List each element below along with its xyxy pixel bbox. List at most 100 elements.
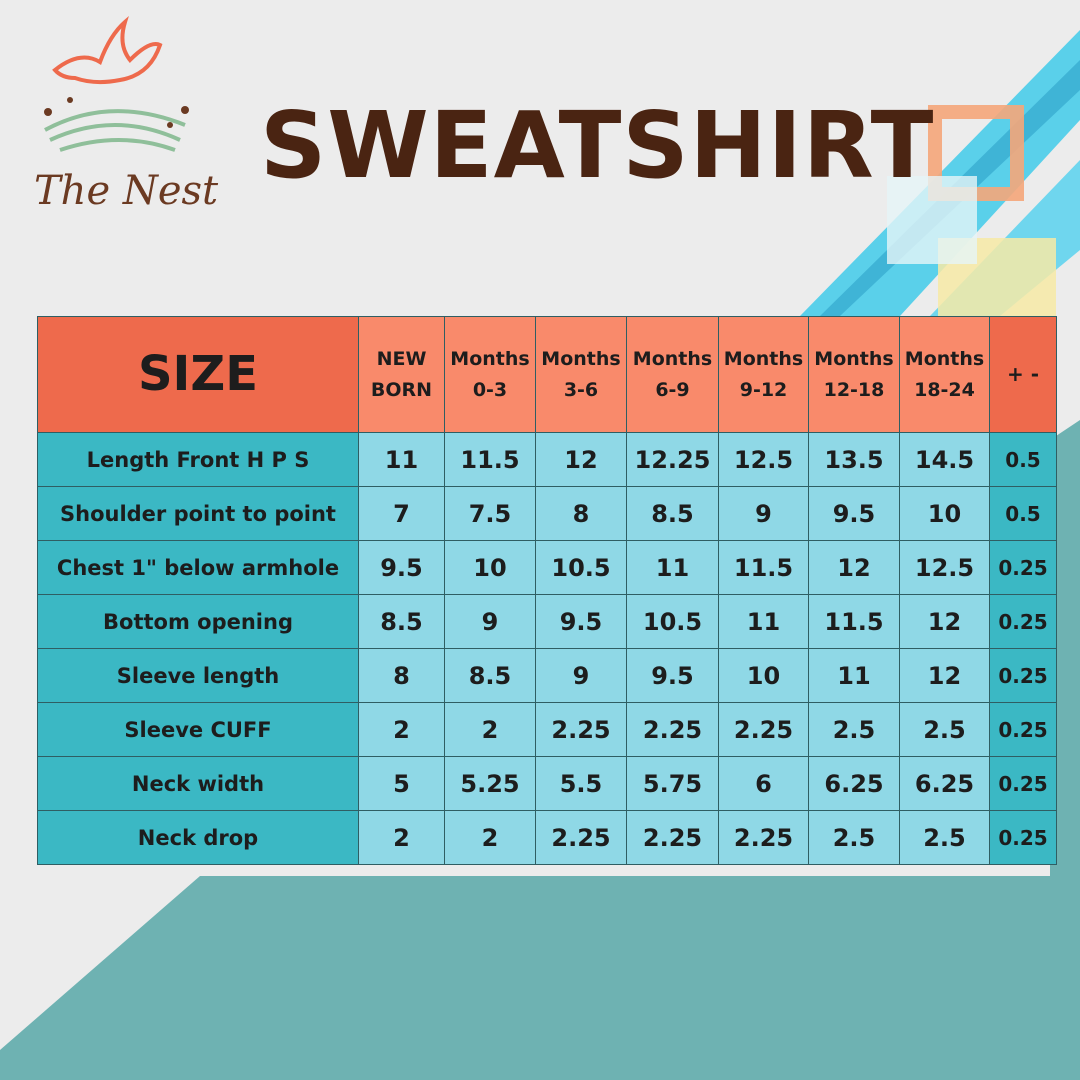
value-cell: 9 [718,486,809,541]
value-cell: 12.5 [899,540,990,595]
value-cell: 5.25 [444,756,536,811]
size-header: Months 6-9 [626,316,719,433]
size-header-line: Months [904,347,985,370]
value-cell: 2.25 [718,810,809,865]
value-cell: 2.25 [626,810,719,865]
tolerance-cell: 0.5 [989,486,1057,541]
value-cell: 11 [358,432,445,487]
value-cell: 5.75 [626,756,719,811]
value-cell: 2.25 [535,810,627,865]
value-cell: 9.5 [626,648,719,703]
size-header: Months 18-24 [899,316,990,433]
row-label: Sleeve CUFF [37,702,359,757]
value-cell: 9 [535,648,627,703]
value-cell: 10 [899,486,990,541]
value-cell: 2 [444,810,536,865]
tolerance-cell: 0.25 [989,810,1057,865]
value-cell: 2 [358,702,445,757]
teal-area [0,420,1080,1080]
value-cell: 2.5 [899,810,990,865]
value-cell: 2.5 [808,702,900,757]
table-row: Length Front H P S 11 11.5 12 12.25 12.5 13.5 1… [37,432,1057,487]
size-header-line: Months [723,347,804,370]
value-cell: 6.25 [899,756,990,811]
header-row: SIZE NEW BORN Months 0-3 Months 3-6 Months 6-9 M… [37,316,1057,433]
size-header: NEW BORN [358,316,445,433]
value-cell: 7 [358,486,445,541]
value-cell: 10 [718,648,809,703]
table-row: Bottom opening 8.5 9 9.5 10.5 11 11.5 12 0.25 [37,594,1057,649]
tolerance-cell: 0.25 [989,648,1057,703]
table-body: Length Front H P S 11 11.5 12 12.25 12.5 13.5 1… [37,432,1057,865]
tolerance-cell: 0.25 [989,756,1057,811]
table-row: Sleeve length 8 8.5 9 9.5 10 11 12 0.25 [37,648,1057,703]
size-header-line: 12-18 [823,378,885,401]
value-cell: 10.5 [535,540,627,595]
size-header-line: 0-3 [472,378,508,401]
title: SWEATSHIRT [260,92,935,199]
table-row: Neck width 5 5.25 5.5 5.75 6 6.25 6.25 0.25 [37,756,1057,811]
value-cell: 8.5 [358,594,445,649]
value-cell: 8.5 [626,486,719,541]
value-cell: 2.25 [535,702,627,757]
row-label: Bottom opening [37,594,359,649]
value-cell: 12 [808,540,900,595]
value-cell: 12.5 [718,432,809,487]
row-label: Chest 1" below armhole [37,540,359,595]
value-cell: 12 [899,648,990,703]
value-cell: 11 [626,540,719,595]
value-cell: 6.25 [808,756,900,811]
size-header: Months 0-3 [444,316,536,433]
value-cell: 2 [444,702,536,757]
size-header: Months 12-18 [808,316,900,433]
value-cell: 7.5 [444,486,536,541]
size-header-line: Months [632,347,713,370]
value-cell: 5.5 [535,756,627,811]
row-label: Neck width [37,756,359,811]
tolerance-cell: 0.25 [989,594,1057,649]
value-cell: 9.5 [808,486,900,541]
value-cell: 2.5 [808,810,900,865]
value-cell: 8.5 [444,648,536,703]
value-cell: 11 [718,594,809,649]
value-cell: 10 [444,540,536,595]
table-row: Sleeve CUFF 2 2 2.25 2.25 2.25 2.5 2.5 0.25 [37,702,1057,757]
size-header-line: 3-6 [563,378,599,401]
value-cell: 9.5 [535,594,627,649]
row-label: Length Front H P S [37,432,359,487]
tolerance-header: + - [989,316,1057,433]
value-cell: 8 [358,648,445,703]
value-cell: 11.5 [444,432,536,487]
row-label: Sleeve length [37,648,359,703]
value-cell: 9.5 [358,540,445,595]
value-cell: 6 [718,756,809,811]
value-cell: 2.25 [626,702,719,757]
size-header-line: NEW [376,347,427,370]
row-label: Neck drop [37,810,359,865]
tolerance-cell: 0.25 [989,540,1057,595]
value-cell: 2 [358,810,445,865]
value-cell: 14.5 [899,432,990,487]
corner-cell: SIZE [37,316,359,433]
size-header-line: 6-9 [655,378,690,401]
size-table: SIZE NEW BORN Months 0-3 Months 3-6 Months 6-9 M… [37,316,1057,865]
table-row: Neck drop 2 2 2.25 2.25 2.25 2.5 2.5 0.25 [37,810,1057,865]
size-header-line: Months [541,347,621,370]
value-cell: 5 [358,756,445,811]
table-row: Shoulder point to point 7 7.5 8 8.5 9 9.5 10 0.5 [37,486,1057,541]
row-label: Shoulder point to point [37,486,359,541]
size-header-line: BORN [370,378,433,401]
brand: The Nest [34,168,219,214]
size-header-line: 18-24 [914,378,975,401]
size-header: Months 9-12 [718,316,809,433]
value-cell: 2.25 [718,702,809,757]
value-cell: 11.5 [808,594,900,649]
value-cell: 8 [535,486,627,541]
size-header-line: Months [450,347,530,370]
size-header-line: 9-12 [739,378,788,401]
value-cell: 11 [808,648,900,703]
square [887,176,977,264]
size-header: Months 3-6 [535,316,627,433]
